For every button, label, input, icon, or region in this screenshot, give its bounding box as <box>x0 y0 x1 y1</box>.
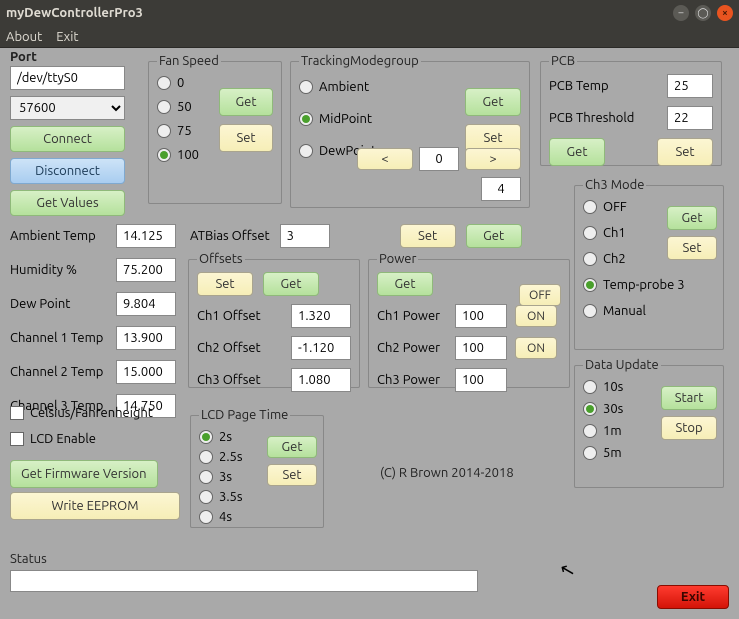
ch1-power[interactable] <box>455 304 507 328</box>
offsets-group: Offsets Set Get Ch1 Offset Ch2 Offset Ch… <box>188 252 360 388</box>
ch1-on-button[interactable]: ON <box>515 305 557 327</box>
connect-button[interactable]: Connect <box>10 126 125 152</box>
pcb-temp-input[interactable] <box>667 74 713 98</box>
track-val2[interactable] <box>481 177 521 201</box>
ch1-temp[interactable] <box>116 326 176 350</box>
cursor-icon: ↖ <box>558 558 578 582</box>
getvalues-button[interactable]: Get Values <box>10 190 125 216</box>
ch2-temp[interactable] <box>116 360 176 384</box>
lcd-3-5s[interactable]: 3.5s <box>199 490 315 504</box>
minimize-button[interactable]: – <box>673 5 689 21</box>
pcb-get-button[interactable]: Get <box>549 138 605 166</box>
ch3-power[interactable] <box>455 368 507 392</box>
dataup-5m[interactable]: 5m <box>583 446 715 460</box>
ch3-set-button[interactable]: Set <box>667 236 717 260</box>
track-get-button[interactable]: Get <box>465 88 521 116</box>
tracking-mode-group: TrackingModegroup Ambient MidPoint DewPo… <box>290 54 530 208</box>
get-firmware-button[interactable]: Get Firmware Version <box>10 460 158 488</box>
window-title: myDewControllerPro3 <box>6 6 143 20</box>
lcd-get-button[interactable]: Get <box>267 436 317 458</box>
power-group: Power Get OFF Ch1 PowerON Ch2 PowerON Ch… <box>368 252 570 388</box>
track-dec-button[interactable]: < <box>357 148 413 170</box>
lcd-page-time-group: LCD Page Time 2s 2.5s 3s 3.5s 4s Get Set <box>190 408 324 528</box>
baud-select[interactable]: 57600 <box>10 96 125 120</box>
offsets-set-button[interactable]: Set <box>197 272 253 296</box>
disconnect-button[interactable]: Disconnect <box>10 158 125 184</box>
fan-get-button[interactable]: Get <box>219 88 273 116</box>
exit-button[interactable]: Exit <box>657 585 729 609</box>
humidity[interactable] <box>116 258 176 282</box>
ch2-on-button[interactable]: ON <box>515 337 557 359</box>
port-label: Port <box>10 50 140 64</box>
ch3-manual[interactable]: Manual <box>583 304 715 318</box>
dew-point[interactable] <box>116 292 176 316</box>
dataup-start-button[interactable]: Start <box>661 386 717 410</box>
track-inc-button[interactable]: > <box>465 148 521 170</box>
ch3-offset[interactable] <box>291 368 351 392</box>
atbias-set-button[interactable]: Set <box>400 224 456 248</box>
power-off-button[interactable]: OFF <box>519 284 561 306</box>
menu-about[interactable]: About <box>6 30 42 44</box>
write-eeprom-button[interactable]: Write EEPROM <box>10 492 180 520</box>
ch2-power[interactable] <box>455 336 507 360</box>
atbias-row: ATBias Offset Set Get <box>190 224 522 248</box>
ch3-mode-group: Ch3 Mode OFF Ch1 Ch2 Temp-probe 3 Manual… <box>574 178 724 350</box>
pcb-threshold-input[interactable] <box>667 106 713 130</box>
status-label: Status <box>10 552 47 566</box>
menubar: About Exit <box>0 26 739 48</box>
close-button[interactable]: × <box>717 5 733 21</box>
celsius-fahrenheit-check[interactable]: Celsius/Fahrenheight <box>10 406 153 420</box>
ch1-offset[interactable] <box>291 304 351 328</box>
ch3-get-button[interactable]: Get <box>667 206 717 230</box>
dataup-stop-button[interactable]: Stop <box>661 416 717 440</box>
readings-grid: Ambient Temp Humidity % Dew Point Channe… <box>10 224 180 418</box>
menu-exit[interactable]: Exit <box>56 30 78 44</box>
lcd-set-button[interactable]: Set <box>267 464 317 486</box>
titlebar: myDewControllerPro3 – ◯ × <box>0 0 739 26</box>
lcd-enable-check[interactable]: LCD Enable <box>10 432 153 446</box>
status-field[interactable] <box>10 570 478 592</box>
ch2-offset[interactable] <box>291 336 351 360</box>
copyright-text: (C) R Brown 2014-2018 <box>380 466 514 480</box>
port-device-input[interactable] <box>10 66 125 90</box>
power-get-button[interactable]: Get <box>377 272 433 296</box>
pcb-set-button[interactable]: Set <box>657 138 713 166</box>
maximize-button[interactable]: ◯ <box>695 5 711 21</box>
data-update-group: Data Update 10s 30s 1m 5m Start Stop <box>574 358 724 488</box>
atbias-get-button[interactable]: Get <box>466 224 522 248</box>
fan-set-button[interactable]: Set <box>219 124 273 152</box>
atbias-input[interactable] <box>280 224 330 248</box>
offsets-get-button[interactable]: Get <box>263 272 319 296</box>
fan-speed-group: Fan Speed 0 50 75 100 Get Set <box>148 54 282 204</box>
ch3-tempprobe3[interactable]: Temp-probe 3 <box>583 278 715 292</box>
ambient-temp[interactable] <box>116 224 176 248</box>
track-val1[interactable] <box>419 147 459 171</box>
pcb-group: PCB PCB Temp PCB Threshold Get Set <box>540 54 722 166</box>
lcd-4s[interactable]: 4s <box>199 510 315 524</box>
